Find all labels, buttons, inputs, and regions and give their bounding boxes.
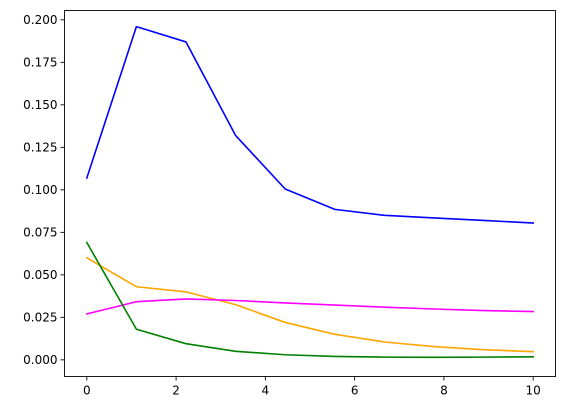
series-line-1	[85, 25, 535, 224]
y-tick-label: 0.150	[23, 98, 57, 112]
y-tick-label: 0.025	[23, 310, 57, 324]
series-line-2	[85, 256, 535, 353]
x-tick-label: 0	[83, 384, 91, 398]
y-tick-label: 0.050	[23, 268, 57, 282]
series-line-3	[85, 298, 534, 315]
x-tick-label: 10	[526, 384, 541, 398]
y-tick-label: 0.200	[23, 13, 57, 27]
axes-layer: 0 2 4 6 8 10 0.000 0.025 0.050 0.075 0.100 0.125 0.1…	[23, 10, 556, 398]
x-tick-label: 4	[262, 384, 270, 398]
x-tick-label: 2	[172, 384, 180, 398]
series-line-4	[85, 241, 534, 359]
y-tick-label: 0.075	[23, 225, 57, 239]
x-tick-label: 8	[440, 384, 448, 398]
y-tick-label: 0.175	[23, 55, 57, 69]
plot-frame	[64, 10, 556, 377]
x-tick-label: 6	[351, 384, 359, 398]
y-tick-label: 0.000	[23, 353, 57, 367]
y-tick-label: 0.125	[23, 140, 57, 154]
series-layer	[85, 25, 535, 359]
y-tick-label: 0.100	[23, 183, 57, 197]
